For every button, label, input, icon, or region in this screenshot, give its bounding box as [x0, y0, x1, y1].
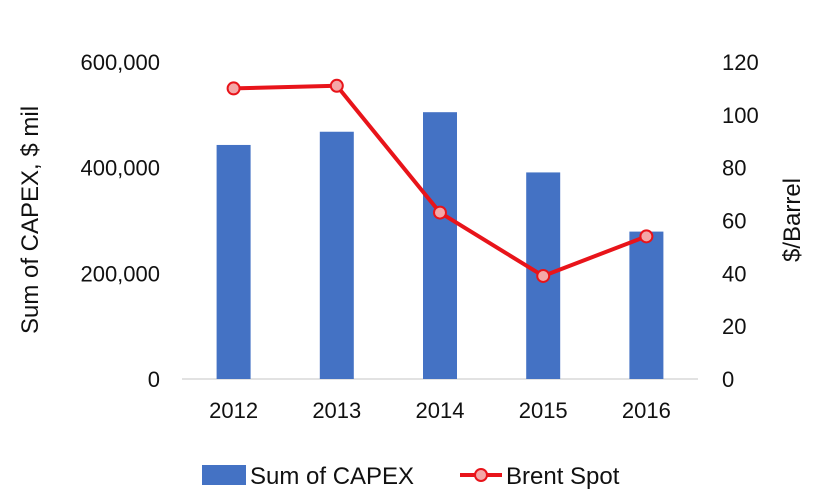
plot-area: 0 200,000 400,000 600,000 0 20 40 60 80 100 120 201… [80, 50, 758, 423]
y-axis-left-title: Sum of CAPEX, $ mil [17, 106, 44, 334]
legend-label-capex: Sum of CAPEX [250, 463, 414, 490]
capex-bar [216, 144, 251, 379]
x-tick-label: 2012 [209, 398, 258, 423]
capex-bar [319, 131, 354, 379]
x-tick-label: 2016 [622, 398, 671, 423]
y-right-tick-label: 20 [722, 314, 746, 339]
brent-spot-point [329, 78, 344, 93]
capex-bar [423, 112, 457, 380]
y-right-tick-label: 0 [722, 367, 734, 392]
x-tick-label: 2014 [416, 398, 465, 423]
brent-spot-point [226, 81, 241, 96]
y-left-tick-label: 400,000 [80, 156, 160, 181]
legend: Sum of CAPEX Brent Spot [202, 463, 620, 490]
y-axis-right-title: $/Barrel [779, 178, 806, 262]
y-left-tick-label: 0 [148, 367, 160, 392]
x-tick-label: 2013 [312, 398, 361, 423]
y-right-tick-label: 40 [722, 261, 746, 286]
x-tick-label: 2015 [519, 398, 568, 423]
y-right-tick-label: 60 [722, 209, 746, 234]
legend-label-brent: Brent Spot [506, 463, 620, 490]
y-right-tick-label: 120 [722, 50, 759, 75]
capex-bar [629, 231, 664, 379]
legend-swatch-capex [202, 465, 246, 485]
brent-spot-point [433, 205, 447, 220]
y-right-tick-label: 100 [722, 103, 759, 128]
legend-marker-brent [474, 468, 488, 482]
y-right-tick-label: 80 [722, 156, 746, 181]
y-left-tick-label: 600,000 [80, 50, 160, 75]
y-left-tick-label: 200,000 [80, 261, 160, 286]
brent-spot-point [536, 268, 551, 283]
brent-spot-point [639, 229, 654, 244]
